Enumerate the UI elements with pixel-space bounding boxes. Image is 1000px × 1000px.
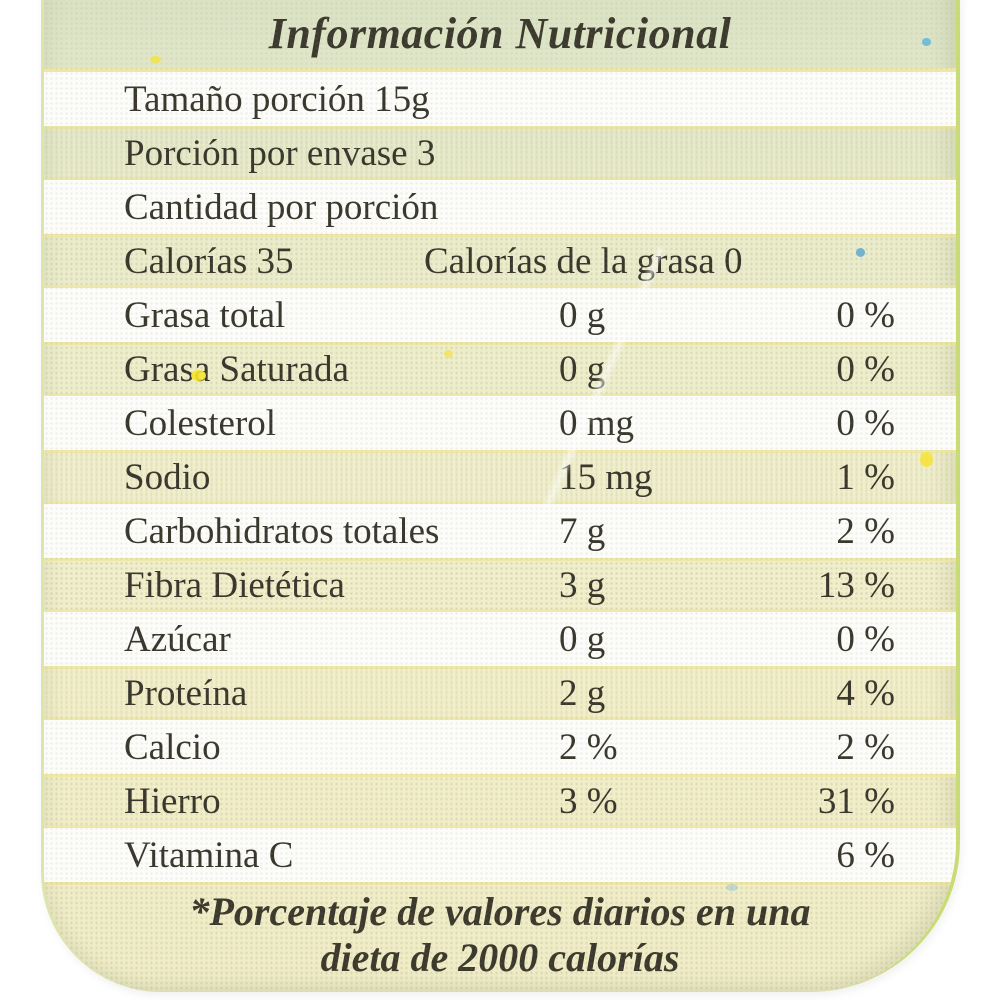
nutrient-row-vitamin-c: Vitamina C 6 % xyxy=(44,828,956,882)
nutrient-name: Azúcar xyxy=(124,620,231,658)
nutrient-daily-value: 4 % xyxy=(836,672,895,714)
nutrient-daily-value: 2 % xyxy=(836,726,895,768)
nutrition-label: Información Nutricional Tamaño porción 1… xyxy=(41,0,960,992)
nutrient-name: Vitamina C xyxy=(124,836,294,874)
nutrient-amount: 0 mg xyxy=(559,402,635,444)
nutrient-daily-value: 0 % xyxy=(836,348,895,390)
nutrient-name: Grasa total xyxy=(124,296,286,334)
nutrient-row-saturated-fat: Grasa Saturada 0 g 0 % xyxy=(44,342,956,396)
nutrient-name: Colesterol xyxy=(124,404,277,442)
nutrient-name: Hierro xyxy=(124,782,221,820)
nutrient-amount: 0 g xyxy=(559,294,606,336)
nutrient-daily-value: 31 % xyxy=(817,780,895,822)
nutrition-label-header: Información Nutricional xyxy=(44,0,956,72)
calories-row: Calorías 35 Calorías de la grasa 0 xyxy=(44,234,956,288)
nutrient-row-total-fat: Grasa total 0 g 0 % xyxy=(44,288,956,342)
nutrient-row-cholesterol: Colesterol 0 mg 0 % xyxy=(44,396,956,450)
nutrient-name: Fibra Dietética xyxy=(124,566,345,604)
nutrient-row-iron: Hierro 3 % 31 % xyxy=(44,774,956,828)
footnote-line-1: *Porcentaje de valores diarios en una xyxy=(189,889,811,934)
serving-size-text: Tamaño porción 15g xyxy=(124,78,430,120)
nutrient-daily-value: 0 % xyxy=(836,618,895,660)
calories-text: Calorías 35 xyxy=(124,240,294,282)
nutrient-amount: 7 g xyxy=(559,510,606,552)
amount-per-serving-row: Cantidad por porción xyxy=(44,180,956,234)
nutrient-row-protein: Proteína 2 g 4 % xyxy=(44,666,956,720)
nutrient-daily-value: 6 % xyxy=(836,834,895,876)
nutrient-amount: 2 g xyxy=(559,672,606,714)
nutrient-name: Carbohidratos totales xyxy=(124,512,440,550)
nutrient-amount: 3 % xyxy=(559,780,618,822)
nutrient-daily-value: 2 % xyxy=(836,510,895,552)
nutrient-daily-value: 0 % xyxy=(836,402,895,444)
nutrient-name: Proteína xyxy=(124,674,248,712)
serving-size-row: Tamaño porción 15g xyxy=(44,72,956,126)
nutrient-amount: 0 g xyxy=(559,618,606,660)
footnote-line-2: dieta de 2000 calorías xyxy=(320,935,680,980)
calories-from-fat-text: Calorías de la grasa 0 xyxy=(424,240,743,282)
nutrient-row-sodium: Sodio 15 mg 1 % xyxy=(44,450,956,504)
nutrition-label-title: Información Nutricional xyxy=(268,8,732,58)
nutrient-daily-value: 13 % xyxy=(817,564,895,606)
nutrient-amount: 3 g xyxy=(559,564,606,606)
nutrient-amount: 0 g xyxy=(559,348,606,390)
nutrient-row-total-carbohydrate: Carbohidratos totales 7 g 2 % xyxy=(44,504,956,558)
nutrient-row-sugar: Azúcar 0 g 0 % xyxy=(44,612,956,666)
nutrient-row-dietary-fiber: Fibra Dietética 3 g 13 % xyxy=(44,558,956,612)
nutrient-daily-value: 0 % xyxy=(836,294,895,336)
nutrient-row-calcium: Calcio 2 % 2 % xyxy=(44,720,956,774)
nutrition-rows: Tamaño porción 15g Porción por envase 3 … xyxy=(44,72,956,882)
nutrient-amount: 2 % xyxy=(559,726,618,768)
servings-per-container-text: Porción por envase 3 xyxy=(124,132,436,174)
nutrient-daily-value: 1 % xyxy=(836,456,895,498)
servings-per-container-row: Porción por envase 3 xyxy=(44,126,956,180)
nutrient-name: Sodio xyxy=(124,458,211,496)
daily-value-footnote: *Porcentaje de valores diarios en una di… xyxy=(44,882,956,992)
nutrient-name: Grasa Saturada xyxy=(124,350,349,388)
nutrient-name: Calcio xyxy=(124,728,221,766)
amount-per-serving-text: Cantidad por porción xyxy=(124,186,439,228)
nutrient-amount: 15 mg xyxy=(559,456,653,498)
